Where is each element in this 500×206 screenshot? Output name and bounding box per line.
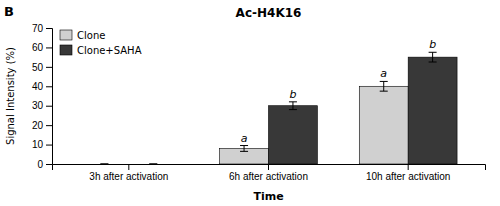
y-axis-title: Signal Intensity (%) [5,47,16,145]
background [0,0,500,206]
x-tick: 6h after activation [229,164,308,182]
y-tick: 70 [32,23,52,34]
title: Ac-H4K16 [236,6,302,20]
y-tick-label: 30 [32,100,44,111]
x-tick: 3h after activation [89,164,168,182]
error-bar [240,146,248,152]
x-tick: 10h after activation [366,164,451,182]
y-tick: 30 [32,100,52,111]
series [100,81,408,164]
y-tick-label: 0 [37,159,43,170]
y-tick-mark [46,125,52,126]
legend-swatch [60,30,72,40]
chart: B Ac-H4K16 0 10 20 30 40 50 60 70 3h after activat… [0,0,500,206]
y-tick-mark [46,106,52,107]
annotation: b [429,38,436,51]
y-tick-mark [46,28,52,29]
error-bar [100,164,108,165]
y-tick-mark [46,86,52,87]
x-tick-label: 6h after activation [229,171,308,182]
legend-item: Clone+SAHA [60,45,142,56]
bar [359,86,408,164]
x-tick-label: 3h after activation [89,171,168,182]
y-tick-label: 50 [32,62,44,73]
y-axis: 0 10 20 30 40 50 60 70 [32,23,53,170]
series [149,52,457,164]
bar [408,57,457,164]
bar [129,164,178,165]
error-bar [380,81,388,91]
legend-label: Clone+SAHA [77,45,142,56]
y-tick-label: 60 [32,42,44,53]
marks [100,52,457,164]
y-tick-label: 20 [32,120,44,131]
error-bar [289,102,297,110]
plot: 0 10 20 30 40 50 60 70 3h after activation 6h aft… [32,23,486,182]
bar [269,106,318,164]
x-axis-line [53,165,486,171]
legend-label: Clone [77,30,105,41]
x-axis-title: Time [253,190,283,203]
annotation: b [289,88,296,101]
y-tick: 10 [32,139,52,150]
legend-item: Clone [60,30,105,41]
y-tick-label: 70 [32,23,44,34]
annotation: a [380,67,387,80]
panel-label: B [4,4,14,19]
error-bar [149,164,157,165]
legend-swatch [60,45,72,55]
y-axis-line [46,29,53,165]
error-bar [429,52,437,62]
y-tick-mark [46,164,52,165]
y-tick: 60 [32,42,52,53]
y-tick-mark [46,47,52,48]
annotations: a a b b [241,38,436,144]
y-tick-label: 10 [32,139,44,150]
x-tick-mark [128,164,129,170]
x-tick-label: 10h after activation [366,171,451,182]
x-tick-mark [408,164,409,170]
y-tick: 50 [32,62,52,73]
x-tick-mark [268,164,269,170]
legend: Clone Clone+SAHA [60,30,142,56]
annotation: a [241,132,248,145]
y-tick-mark [46,67,52,68]
bar [80,164,129,165]
y-tick: 40 [32,81,52,92]
y-tick: 0 [37,159,52,170]
x-axis: 3h after activation 6h after activation 10… [53,164,486,182]
y-tick: 20 [32,120,52,131]
y-tick-label: 40 [32,81,44,92]
y-tick-mark [46,145,52,146]
